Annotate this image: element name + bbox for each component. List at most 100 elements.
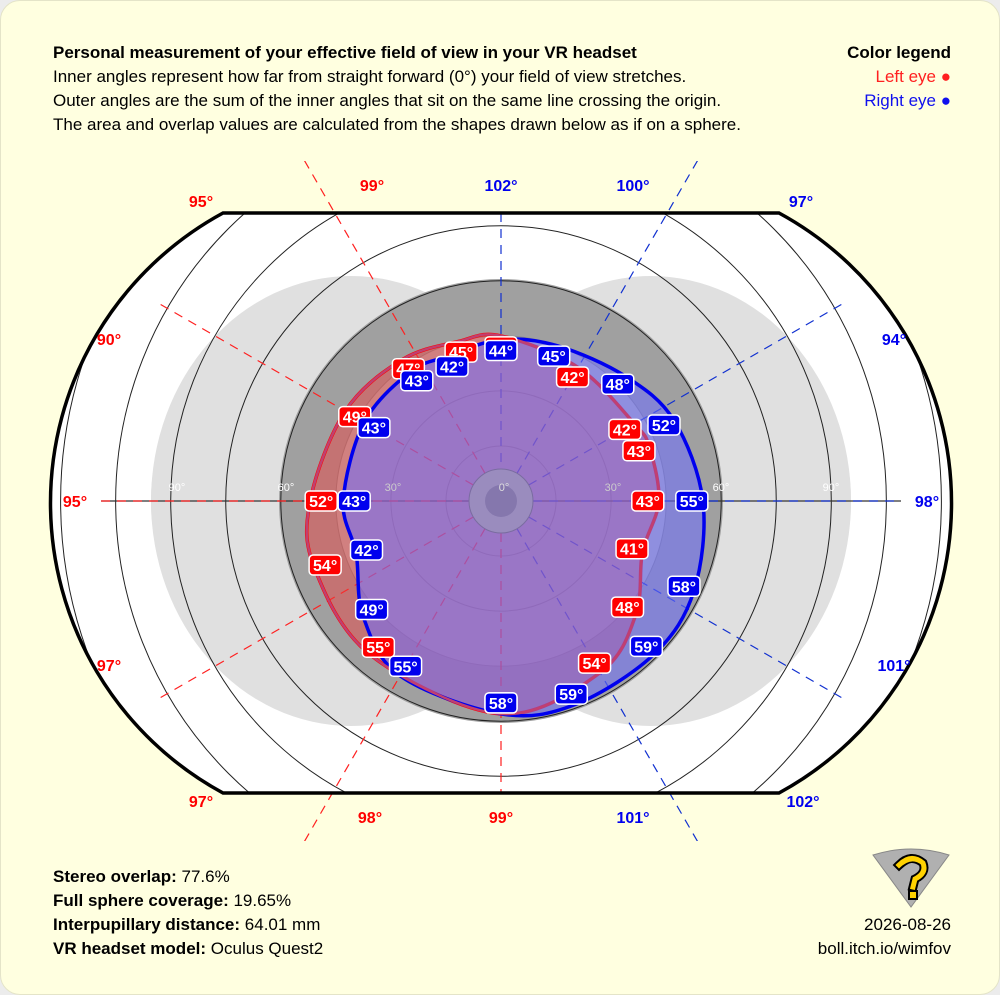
right-eye-value-badge: 43° xyxy=(400,369,434,392)
right-eye-value-label: 48° xyxy=(606,377,630,394)
stat-ipd: Interpupillary distance: 64.01 mm xyxy=(53,915,321,934)
right-eye-value-label: 59° xyxy=(559,687,583,704)
measurement-date: 2026-08-26 xyxy=(864,915,951,934)
page-title: Personal measurement of your effective f… xyxy=(53,43,637,62)
left-eye-value-label: 42° xyxy=(560,370,584,387)
grid-ring xyxy=(60,213,942,793)
outer-right-bottom-corner: 102° xyxy=(786,794,819,811)
header: Personal measurement of your effective f… xyxy=(53,41,953,137)
left-eye-value-label: 42° xyxy=(613,422,637,439)
legend-title: Color legend xyxy=(847,43,951,62)
footer: 2026-08-26 boll.itch.io/wimfov xyxy=(818,913,951,961)
outer-right-lower: 101° xyxy=(877,658,910,675)
value-badges: 45° 42° 42° 43° 43° 41° 48° 54° 58° 55° 54° 52° 49° 4… xyxy=(304,336,709,714)
app-logo-icon xyxy=(872,848,950,908)
outer-left-bottom-corner: 97° xyxy=(189,794,213,811)
right-eye-value-badge: 48° xyxy=(601,373,635,395)
source-url: boll.itch.io/wimfov xyxy=(817,939,951,958)
right-eye-value-badge: 59° xyxy=(554,683,589,705)
ring-label-60-left: 60° xyxy=(278,482,295,494)
outer-left-mid: 95° xyxy=(63,494,87,511)
right-eye-value-label: 55° xyxy=(393,659,417,676)
right-eye-value-label: 52° xyxy=(652,418,676,435)
fov-diagram: 0° 30° 30° 60° 60° 90° 90° 45°42°42°43°4… xyxy=(48,161,954,841)
ring-label-90-left: 90° xyxy=(169,482,186,494)
outer-angle-labels: 95° 99° 90° 95° 97° 97° 98° 99° 102° 100… xyxy=(63,178,939,827)
outer-left-bottom: 98° xyxy=(358,810,382,827)
right-eye-value-label: 43° xyxy=(342,494,366,511)
left-eye-value-badge: 43° xyxy=(631,490,665,512)
left-eye-value-badge: 42° xyxy=(555,366,590,388)
outer-right-bottom: 101° xyxy=(616,810,649,827)
outer-right-upper: 94° xyxy=(882,332,906,349)
right-eye-value-badge: 59° xyxy=(629,635,664,658)
legend-right-eye: Right eye ● xyxy=(864,91,951,110)
right-eye-value-label: 43° xyxy=(405,374,429,391)
left-eye-value-label: 52° xyxy=(309,494,333,511)
description-line-3: The area and overlap values are calculat… xyxy=(53,115,741,134)
center-marker-inner xyxy=(485,485,517,517)
left-eye-value-badge: 41° xyxy=(615,537,649,560)
left-eye-value-badge: 54° xyxy=(308,554,342,576)
right-eye-value-label: 42° xyxy=(354,543,378,560)
left-eye-value-badge: 42° xyxy=(608,418,642,441)
stat-headset-model: VR headset model: Oculus Quest2 xyxy=(53,939,324,958)
right-eye-value-badge: 49° xyxy=(354,598,389,621)
right-eye-value-badge: 43° xyxy=(337,490,371,512)
outer-left-lower: 97° xyxy=(97,658,121,675)
right-eye-value-label: 43° xyxy=(362,421,386,438)
right-eye-value-badge: 55° xyxy=(388,655,423,678)
ring-label-30-left: 30° xyxy=(385,482,402,494)
stat-sphere-coverage: Full sphere coverage: 19.65% xyxy=(53,891,292,910)
ring-label-60-right: 60° xyxy=(713,482,730,494)
right-eye-value-label: 49° xyxy=(360,603,384,620)
left-eye-value-badge: 55° xyxy=(361,636,396,658)
left-eye-value-label: 48° xyxy=(615,600,639,617)
stats-block: Stereo overlap: 77.6% Full sphere covera… xyxy=(53,865,323,961)
outer-top-center: 102° xyxy=(484,178,517,195)
right-eye-value-label: 55° xyxy=(680,494,704,511)
left-eye-value-label: 54° xyxy=(313,558,337,575)
frame-outline xyxy=(48,211,954,795)
right-eye-value-badge: 42° xyxy=(349,539,384,561)
ring-label-30-right: 30° xyxy=(605,482,622,494)
right-eye-value-badge: 43° xyxy=(357,416,391,439)
left-eye-value-label: 41° xyxy=(620,542,644,559)
left-eye-value-label: 43° xyxy=(627,444,651,461)
left-eye-value-label: 55° xyxy=(366,640,390,657)
right-eye-value-label: 45° xyxy=(542,349,566,366)
right-eye-value-badge: 42° xyxy=(435,355,469,378)
left-eye-value-label: 43° xyxy=(636,494,660,511)
outer-right-mid: 98° xyxy=(915,494,939,511)
right-eye-value-label: 44° xyxy=(489,344,513,361)
right-eye-value-badge: 58° xyxy=(667,575,701,598)
outer-left-top: 99° xyxy=(360,178,384,195)
left-eye-value-badge: 54° xyxy=(577,652,612,674)
stat-stereo-overlap: Stereo overlap: 77.6% xyxy=(53,867,230,886)
right-eye-value-label: 59° xyxy=(634,639,658,656)
outer-left-upper: 90° xyxy=(97,332,121,349)
ring-labels: 0° 30° 30° 60° 60° 90° 90° xyxy=(169,482,840,494)
legend-left-eye: Left eye ● xyxy=(875,67,951,86)
description-line-2: Outer angles are the sum of the inner an… xyxy=(53,91,722,110)
ring-label-0: 0° xyxy=(499,482,510,494)
right-eye-value-label: 58° xyxy=(672,579,696,596)
left-eye-value-badge: 43° xyxy=(622,440,656,462)
right-eye-value-label: 42° xyxy=(440,360,464,377)
color-legend: Color legend Left eye ● Right eye ● xyxy=(847,41,951,113)
right-eye-value-badge: 45° xyxy=(536,345,571,367)
outer-bottom-center: 99° xyxy=(489,810,513,827)
outer-right-top: 100° xyxy=(616,178,649,195)
left-eye-value-badge: 52° xyxy=(304,490,338,512)
description-line-1: Inner angles represent how far from stra… xyxy=(53,67,687,86)
outer-right-top-corner: 97° xyxy=(789,194,813,211)
outer-left-top-corner: 95° xyxy=(189,194,213,211)
right-eye-value-badge: 44° xyxy=(484,339,518,362)
left-eye-value-badge: 48° xyxy=(610,596,645,618)
ring-label-90-right: 90° xyxy=(823,482,840,494)
right-eye-value-label: 58° xyxy=(489,696,513,713)
right-eye-value-badge: 52° xyxy=(647,414,681,436)
right-eye-value-badge: 55° xyxy=(675,490,709,512)
right-eye-value-badge: 58° xyxy=(484,692,518,714)
